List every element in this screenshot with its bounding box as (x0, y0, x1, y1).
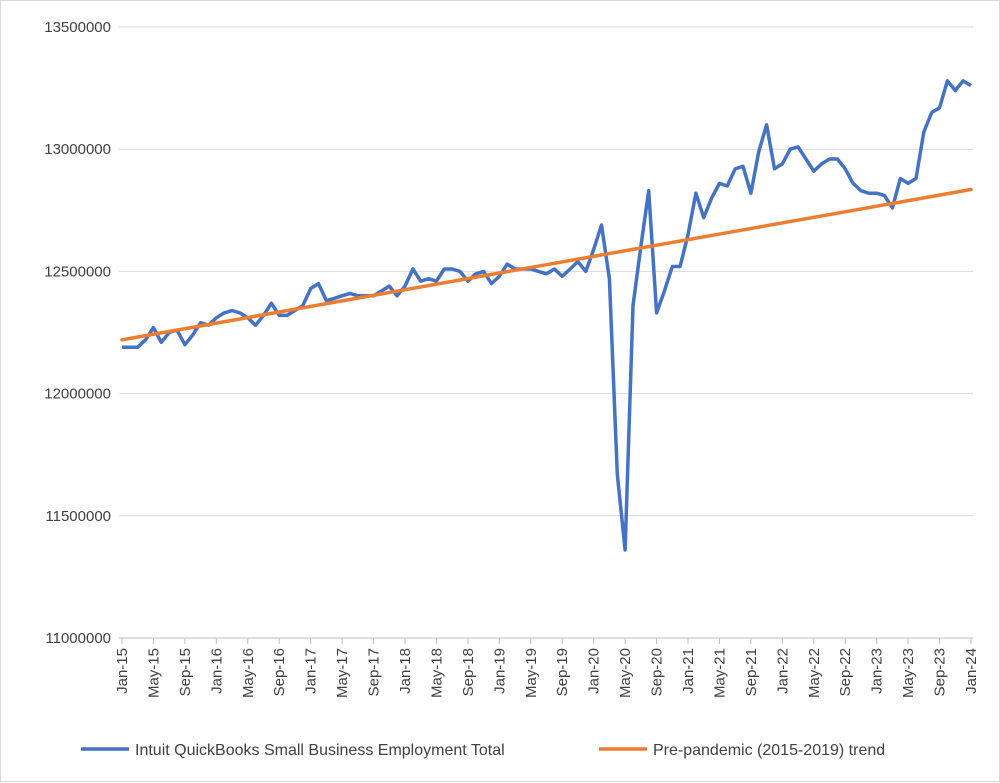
x-tick-label: Sep-17 (366, 648, 383, 696)
x-tick-label: May-22 (806, 648, 823, 698)
x-tick-label: Jan-19 (491, 648, 508, 694)
legend: Intuit QuickBooks Small Business Employm… (81, 742, 885, 759)
axes: 11000000 11500000 12000000 12500000 13000000… (44, 19, 980, 698)
x-tick-label: Jan-23 (869, 648, 886, 694)
x-tick-label: May-16 (240, 648, 257, 698)
x-tick-label: Jan-18 (397, 648, 414, 694)
x-tick-label: Jan-15 (114, 648, 131, 694)
x-tick-label: Jan-24 (963, 648, 980, 694)
x-tick-label: Jan-21 (680, 648, 697, 694)
series (120, 79, 973, 552)
x-tick-label: May-20 (617, 648, 634, 698)
x-tick-label: Sep-23 (932, 648, 949, 696)
x-tick-label: May-19 (523, 648, 540, 698)
legend-label-employment-total: Intuit QuickBooks Small Business Employm… (135, 742, 505, 759)
series-line-trend (120, 187, 973, 342)
y-tick-label: 11500000 (45, 508, 111, 525)
x-tick-label: Sep-22 (837, 648, 854, 696)
x-tick-label: May-18 (428, 648, 445, 698)
gridlines (119, 26, 973, 517)
y-tick-label: 11000000 (45, 630, 111, 647)
x-tick-label: Sep-16 (271, 648, 288, 696)
x-tick-label: May-17 (334, 648, 351, 698)
y-tick-label: 12000000 (44, 386, 111, 403)
x-tick-label: Sep-19 (554, 648, 571, 696)
x-tick-label: Sep-15 (177, 648, 194, 696)
x-tick-label: Sep-20 (649, 648, 666, 696)
y-tick-label: 12500000 (44, 263, 111, 280)
y-tick-label: 13000000 (44, 141, 111, 158)
x-tick-label: Jan-16 (208, 648, 225, 694)
x-tick-label: Jan-22 (774, 648, 791, 694)
y-tick-label: 13500000 (44, 19, 111, 36)
series-line-employment-total (122, 79, 972, 552)
x-tick-label: Sep-18 (460, 648, 477, 696)
x-tick-label: May-23 (900, 648, 917, 698)
x-tick-label: Sep-21 (743, 648, 760, 696)
legend-label-trend: Pre-pandemic (2015-2019) trend (653, 742, 885, 759)
x-tick-label: May-21 (711, 648, 728, 698)
x-tick-label: Jan-17 (303, 648, 320, 694)
x-tick-label: Jan-20 (586, 648, 603, 694)
x-tick-label: May-15 (145, 648, 162, 698)
